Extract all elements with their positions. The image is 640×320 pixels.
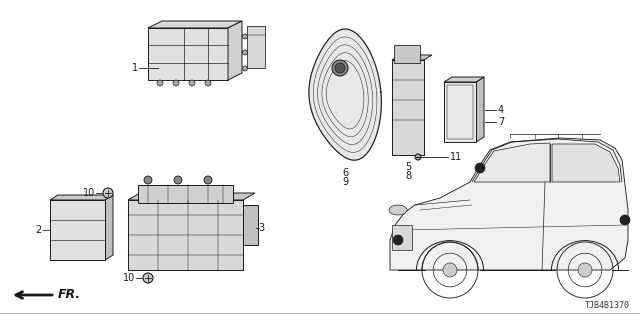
Polygon shape xyxy=(50,195,113,200)
Polygon shape xyxy=(128,193,255,200)
Polygon shape xyxy=(228,21,242,80)
Circle shape xyxy=(620,215,630,225)
Circle shape xyxy=(204,176,212,184)
Circle shape xyxy=(243,34,248,39)
Bar xyxy=(138,185,233,203)
Bar xyxy=(444,82,476,142)
Circle shape xyxy=(243,50,248,55)
Circle shape xyxy=(243,66,248,71)
Polygon shape xyxy=(474,143,550,182)
Circle shape xyxy=(103,188,113,198)
Text: 7: 7 xyxy=(498,117,504,127)
Bar xyxy=(447,85,473,139)
Polygon shape xyxy=(552,144,620,182)
Bar xyxy=(392,60,424,155)
Circle shape xyxy=(144,176,152,184)
Polygon shape xyxy=(148,21,242,28)
Bar xyxy=(394,45,420,63)
Text: 10: 10 xyxy=(83,188,95,198)
Text: 6: 6 xyxy=(342,168,348,178)
Text: 9: 9 xyxy=(342,177,348,187)
Bar xyxy=(247,26,265,68)
Bar xyxy=(392,225,412,250)
Text: 4: 4 xyxy=(498,105,504,115)
Circle shape xyxy=(335,63,345,73)
Circle shape xyxy=(475,163,485,173)
Circle shape xyxy=(415,154,421,160)
Polygon shape xyxy=(444,77,484,82)
Text: 8: 8 xyxy=(405,171,411,181)
Ellipse shape xyxy=(389,205,407,215)
Circle shape xyxy=(393,235,403,245)
Bar xyxy=(128,200,243,270)
Polygon shape xyxy=(390,138,628,270)
Circle shape xyxy=(578,263,592,277)
Text: 2: 2 xyxy=(36,225,42,235)
Bar xyxy=(148,28,228,80)
Circle shape xyxy=(157,80,163,86)
Circle shape xyxy=(174,176,182,184)
Circle shape xyxy=(143,273,153,283)
Text: 10: 10 xyxy=(123,273,135,283)
Text: TJB4B1370: TJB4B1370 xyxy=(585,301,630,310)
Polygon shape xyxy=(105,195,113,260)
Text: 1: 1 xyxy=(132,63,138,73)
Text: 11: 11 xyxy=(450,152,462,162)
Text: 3: 3 xyxy=(258,223,264,233)
Circle shape xyxy=(189,80,195,86)
Circle shape xyxy=(332,60,348,76)
Polygon shape xyxy=(309,29,381,160)
Circle shape xyxy=(205,80,211,86)
Circle shape xyxy=(443,263,457,277)
Text: 5: 5 xyxy=(405,162,411,172)
Polygon shape xyxy=(392,55,432,60)
Bar xyxy=(50,200,105,260)
Circle shape xyxy=(173,80,179,86)
Polygon shape xyxy=(476,77,484,142)
Bar xyxy=(243,205,258,245)
Text: FR.: FR. xyxy=(58,289,81,301)
